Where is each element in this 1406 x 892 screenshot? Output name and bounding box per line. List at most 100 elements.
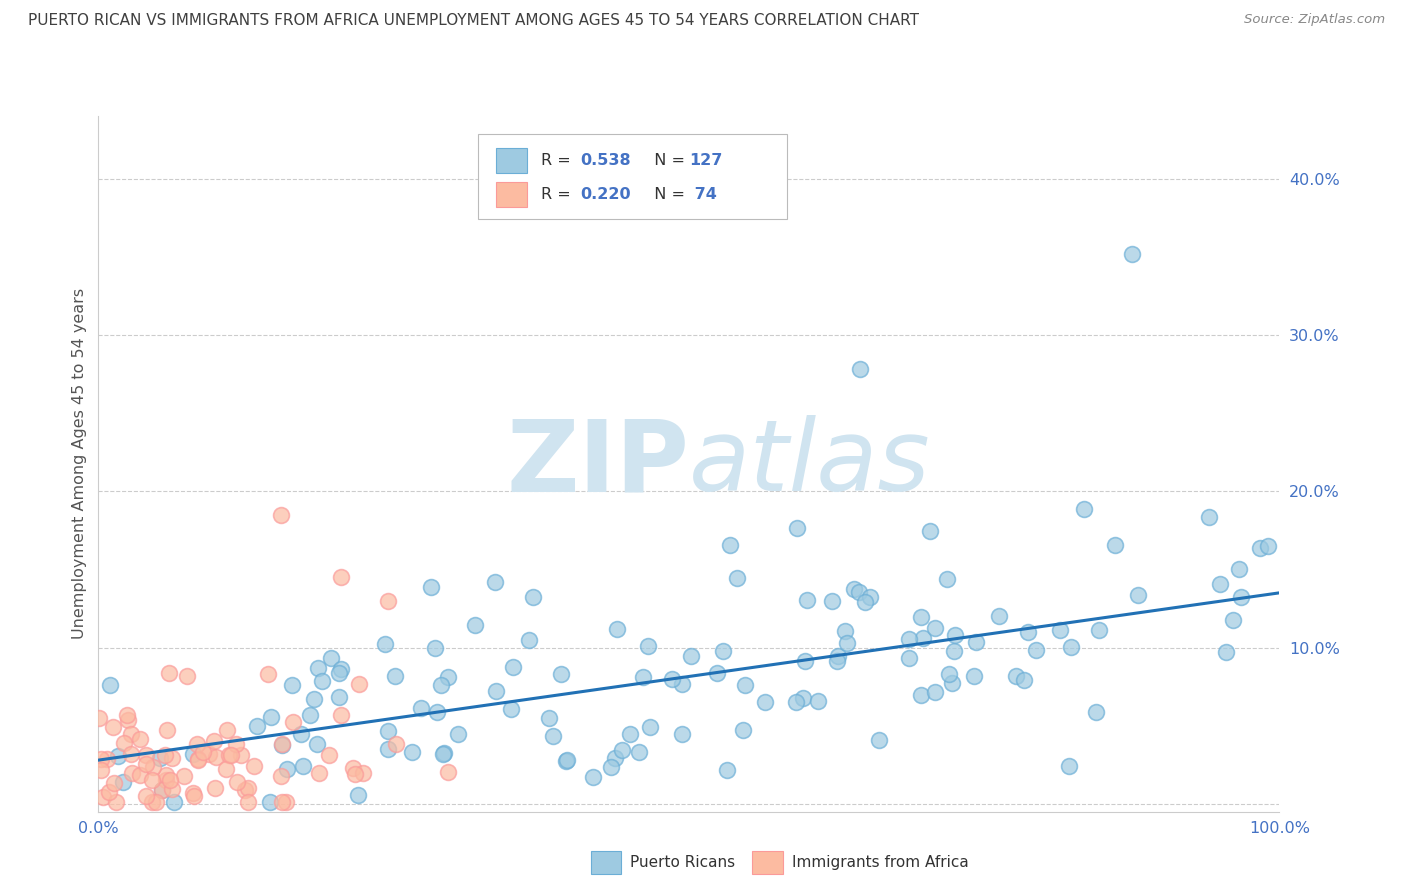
Point xyxy=(342,761,364,775)
Point xyxy=(347,789,370,803)
Point xyxy=(849,362,872,376)
Point xyxy=(276,762,298,776)
Point xyxy=(718,538,741,552)
Point xyxy=(91,790,114,805)
Point xyxy=(377,593,399,607)
Point xyxy=(305,737,328,751)
Point xyxy=(447,727,470,741)
Point xyxy=(198,747,221,762)
Point xyxy=(202,734,225,748)
Point xyxy=(271,795,294,809)
Point xyxy=(429,678,451,692)
Point xyxy=(290,727,312,741)
Point xyxy=(725,571,748,585)
Point xyxy=(115,708,138,723)
Point xyxy=(426,705,449,719)
Point xyxy=(135,789,157,803)
Point xyxy=(432,747,454,761)
Point xyxy=(318,747,340,762)
Point xyxy=(942,643,965,657)
Point xyxy=(176,669,198,683)
Point xyxy=(276,795,298,809)
Point xyxy=(181,786,204,800)
Point xyxy=(1257,539,1279,553)
Point xyxy=(425,641,447,656)
Point xyxy=(910,609,932,624)
Point xyxy=(142,760,165,774)
Point xyxy=(205,750,228,764)
Text: 0.538: 0.538 xyxy=(581,153,631,168)
Point xyxy=(437,670,460,684)
Point xyxy=(155,772,177,787)
Point xyxy=(135,747,157,762)
Point xyxy=(243,759,266,773)
Point xyxy=(186,738,208,752)
Point xyxy=(499,702,522,716)
Point xyxy=(409,701,432,715)
Point xyxy=(328,690,350,704)
Point xyxy=(640,720,662,734)
Text: 127: 127 xyxy=(689,153,723,168)
Point xyxy=(233,783,256,797)
Point xyxy=(187,753,209,767)
Point xyxy=(259,795,281,809)
Point xyxy=(117,713,139,727)
Point xyxy=(1049,623,1071,637)
Point xyxy=(898,632,921,646)
Point xyxy=(988,608,1011,623)
Point xyxy=(90,752,112,766)
Point xyxy=(221,747,243,762)
Point xyxy=(270,738,292,752)
Point xyxy=(183,789,205,803)
Point xyxy=(734,678,756,692)
Point xyxy=(1121,246,1143,260)
Point xyxy=(270,769,292,783)
Text: R =: R = xyxy=(541,187,576,202)
Point xyxy=(330,662,353,676)
Point xyxy=(302,692,325,706)
Point xyxy=(150,782,173,797)
Point xyxy=(270,508,292,522)
Point xyxy=(943,628,966,642)
Point xyxy=(135,756,157,771)
Point xyxy=(225,737,247,751)
Point xyxy=(963,669,986,683)
Point xyxy=(281,715,304,730)
Point xyxy=(912,631,935,645)
Point xyxy=(104,795,127,809)
Point xyxy=(631,670,654,684)
Point xyxy=(90,764,112,778)
Point xyxy=(827,649,849,664)
Point xyxy=(1088,623,1111,637)
Point xyxy=(260,710,283,724)
Point xyxy=(347,677,370,691)
Point xyxy=(554,754,576,768)
Point xyxy=(825,654,848,668)
Point xyxy=(733,723,755,737)
Point xyxy=(853,595,876,609)
Point xyxy=(793,654,815,668)
Point xyxy=(848,585,870,599)
Point xyxy=(792,690,814,705)
Point xyxy=(785,695,807,709)
Point xyxy=(706,665,728,680)
Point xyxy=(716,764,738,778)
Point xyxy=(484,575,506,590)
Point xyxy=(321,651,343,665)
Point xyxy=(637,639,659,653)
Point xyxy=(187,752,209,766)
Point xyxy=(924,621,946,635)
Point xyxy=(420,581,443,595)
Point xyxy=(97,785,120,799)
Point xyxy=(941,676,963,690)
Y-axis label: Unemployment Among Ages 45 to 54 years: Unemployment Among Ages 45 to 54 years xyxy=(72,288,87,640)
Point xyxy=(129,731,152,746)
Point xyxy=(627,745,650,759)
Point xyxy=(606,622,628,636)
Text: N =: N = xyxy=(644,153,690,168)
Point xyxy=(218,747,240,762)
Point xyxy=(98,678,121,692)
Point xyxy=(1128,588,1150,602)
Point xyxy=(834,624,856,638)
Point xyxy=(844,582,866,596)
